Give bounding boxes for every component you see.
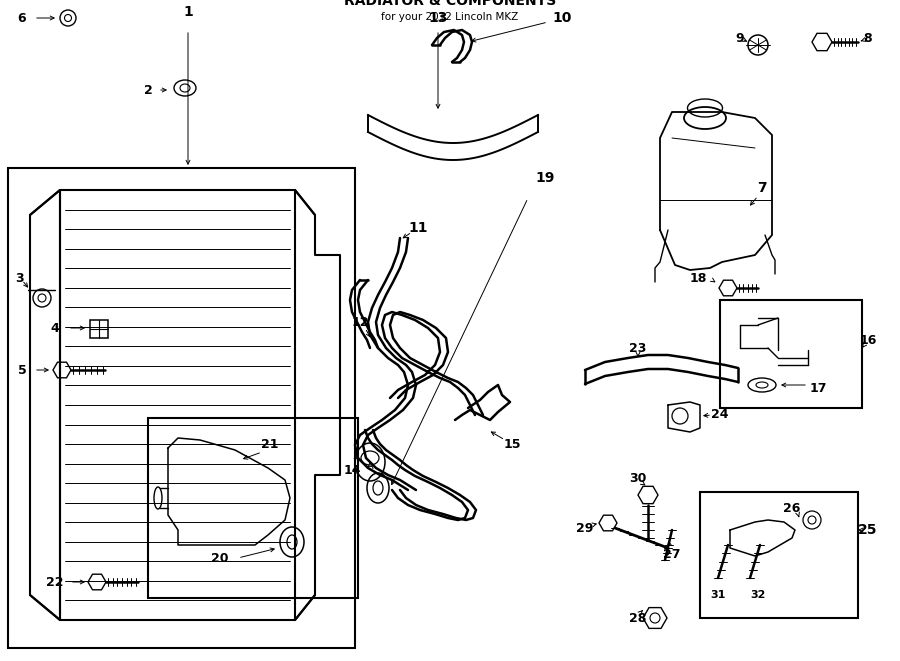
Bar [720,300,862,408]
Text: 10: 10 [553,11,572,25]
Text: 9: 9 [735,32,744,44]
Text: 30: 30 [629,471,647,485]
Text: A: A [366,461,373,471]
Text: 26: 26 [783,502,801,514]
Text: 31: 31 [710,590,725,600]
Text: 20: 20 [212,551,229,564]
Text: for your 2012 Lincoln MKZ: for your 2012 Lincoln MKZ [382,12,518,22]
Text: 29: 29 [576,522,594,535]
Text: 7: 7 [757,181,767,195]
Text: 15: 15 [503,438,521,451]
Bar [148,418,358,598]
Text: 27: 27 [663,549,680,561]
Text: 16: 16 [860,334,877,346]
Text: 23: 23 [629,342,647,354]
Text: 13: 13 [428,11,447,25]
Text: 19: 19 [536,171,554,185]
Text: 28: 28 [629,611,647,625]
Text: 2: 2 [144,83,152,97]
Text: 3: 3 [15,272,24,284]
Text: 14: 14 [343,463,361,477]
Text: 32: 32 [751,590,766,600]
Text: 25: 25 [859,523,877,537]
Text: 21: 21 [261,438,279,451]
Text: 17: 17 [809,381,827,395]
Bar [700,492,858,618]
Text: 1: 1 [183,5,193,19]
Bar [90,320,108,338]
Text: 8: 8 [864,32,872,44]
Text: 6: 6 [18,11,26,24]
Text: 11: 11 [409,221,428,235]
Text: 18: 18 [689,272,706,284]
Bar [8,168,355,648]
Text: 22: 22 [46,576,64,588]
Text: 5: 5 [18,364,26,377]
Text: 24: 24 [711,408,729,422]
Text: 4: 4 [50,321,59,334]
Text: RADIATOR & COMPONENTS: RADIATOR & COMPONENTS [344,0,556,8]
Text: 12: 12 [351,315,369,329]
